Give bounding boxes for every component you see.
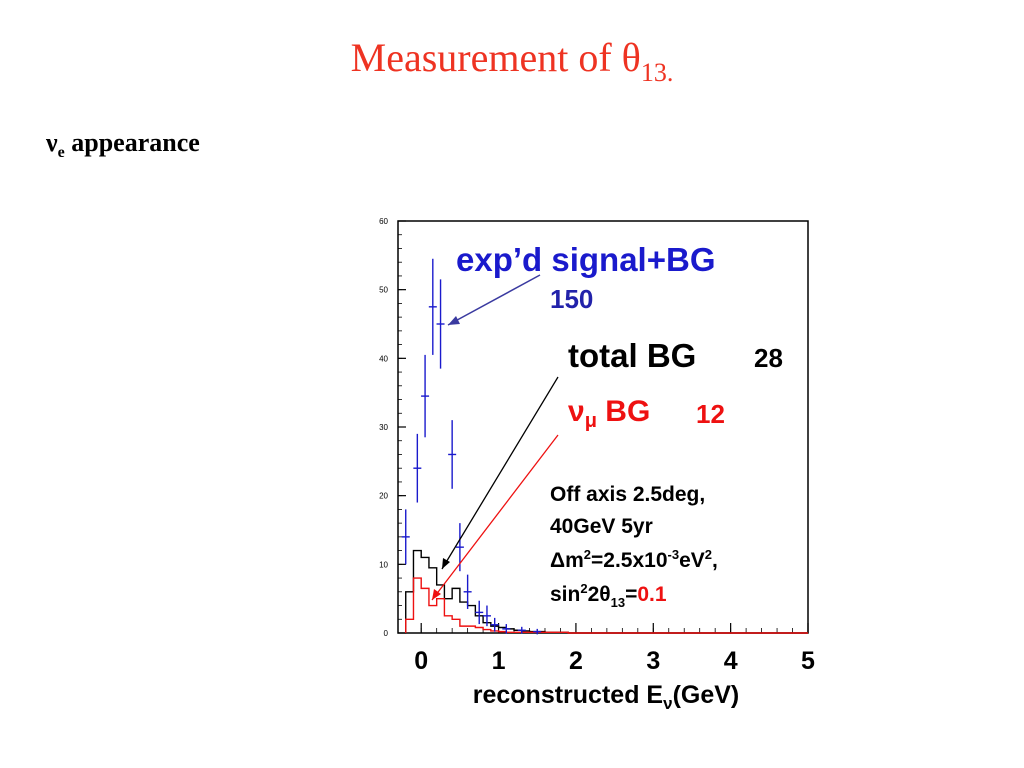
annotation-unit: eV	[679, 549, 705, 572]
x-axis-title-sub: ν	[663, 694, 672, 713]
numu-label-symbol: ν	[568, 395, 585, 428]
annotation-dm: Δm	[550, 549, 584, 572]
annotation-theta: 2θ	[588, 583, 611, 606]
annotation-sup-2: -3	[668, 547, 680, 562]
numu-label-subscript: μ	[585, 410, 597, 432]
annotation-value: 0.1	[637, 583, 667, 606]
annotation-line-3: Δm2=2.5x10-3eV2,	[550, 547, 718, 572]
parameters-annotation: Off axis 2.5deg, 40GeV 5yr Δm2=2.5x10-3e…	[550, 483, 718, 610]
annotation-theta-sub: 13	[611, 595, 625, 610]
y-tick-label: 60	[379, 217, 388, 226]
y-tick-label: 50	[379, 286, 388, 295]
annotation-dm-value: =2.5x10	[591, 549, 668, 572]
slide-title: Measurement of θ13.	[0, 38, 1024, 86]
annotation-comma: ,	[712, 549, 718, 572]
y-tick-label: 20	[379, 492, 388, 501]
numu-bg-arrow	[431, 434, 559, 601]
y-tick-label: 30	[379, 423, 388, 432]
signal-arrow	[447, 274, 541, 326]
x-tick-label: 4	[724, 647, 738, 675]
total-bg-count: 28	[754, 343, 783, 373]
x-axis-title-tail: (GeV)	[673, 681, 740, 709]
annotation-sup-1: 2	[584, 547, 591, 562]
annotation-sup-3: 2	[705, 547, 712, 562]
x-axis: 0 1 2 3 4 5	[405, 623, 815, 675]
arrows	[431, 274, 559, 601]
x-tick-label: 0	[414, 647, 428, 675]
numu-bg-arrow-head	[432, 589, 441, 600]
annotation-line-1: Off axis 2.5deg,	[550, 483, 705, 506]
x-tick-label: 5	[801, 647, 815, 675]
x-axis-title: reconstructed Eν(GeV)	[473, 681, 740, 713]
total-bg-arrow	[441, 376, 559, 570]
x-axis-title-main: reconstructed E	[473, 681, 663, 709]
x-tick-label: 2	[569, 647, 583, 675]
x-tick-label: 3	[646, 647, 660, 675]
subtitle-subscript: e	[57, 144, 65, 161]
signal-arrow-head	[448, 316, 460, 325]
subtitle-text: appearance	[64, 128, 200, 157]
total-bg-arrow-head	[442, 558, 450, 569]
numu-bg-label: νμ BG	[568, 395, 650, 432]
annotation-line-2: 40GeV 5yr	[550, 515, 653, 538]
y-tick-label: 10	[379, 560, 388, 569]
title-subscript: 13.	[640, 58, 674, 87]
annotation-equals: =	[625, 583, 637, 606]
y-axis: 0 10 20 30 40 50 60	[379, 217, 406, 638]
y-tick-label: 0	[384, 629, 389, 638]
y-tick-label: 40	[379, 354, 388, 363]
numu-bg-count: 12	[696, 399, 725, 429]
subtitle-symbol: ν	[46, 128, 58, 157]
signal-plus-bg-series	[401, 258, 542, 635]
x-tick-label: 1	[492, 647, 506, 675]
subtitle: νe appearance	[46, 130, 200, 161]
numu-label-rest: BG	[597, 395, 650, 428]
signal-label: exp’d signal+BG	[456, 241, 716, 278]
annotation-line-4: sin22θ13=0.1	[550, 581, 667, 610]
annotation-sin-sup: 2	[580, 581, 587, 596]
title-main: Measurement of θ	[350, 35, 641, 80]
annotation-sin: sin	[550, 583, 580, 606]
total-bg-label: total BG	[568, 337, 696, 374]
signal-count: 150	[550, 284, 593, 314]
